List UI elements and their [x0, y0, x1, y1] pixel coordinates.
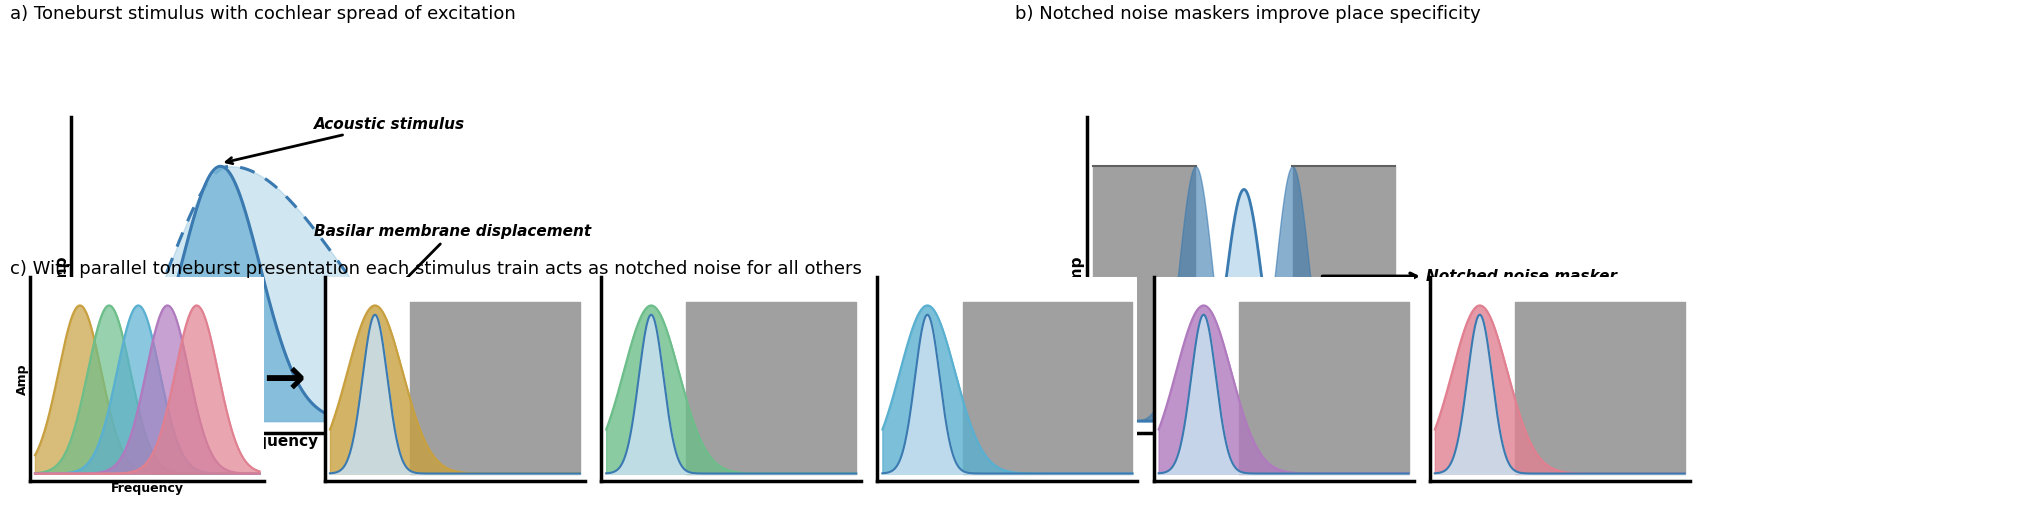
Text: c) With parallel toneburst presentation each stimulus train acts as notched nois: c) With parallel toneburst presentation …: [10, 260, 861, 277]
Text: Notched noise masker: Notched noise masker: [1322, 269, 1616, 284]
Text: b) Notched noise maskers improve place specificity: b) Notched noise maskers improve place s…: [1015, 5, 1480, 23]
X-axis label: Frequency: Frequency: [1200, 434, 1287, 449]
X-axis label: Frequency: Frequency: [229, 434, 319, 449]
X-axis label: Frequency: Frequency: [112, 483, 183, 495]
Y-axis label: Amp: Amp: [16, 363, 28, 395]
Y-axis label: Amp: Amp: [1070, 256, 1084, 294]
Y-axis label: Amp: Amp: [55, 256, 69, 294]
Text: Acoustic stimulus: Acoustic stimulus: [225, 117, 465, 164]
Text: a) Toneburst stimulus with cochlear spread of excitation: a) Toneburst stimulus with cochlear spre…: [10, 5, 516, 23]
Text: low: low: [67, 458, 89, 471]
Text: →: →: [264, 355, 304, 403]
Text: Basilar membrane displacement: Basilar membrane displacement: [315, 224, 591, 330]
Text: high: high: [455, 458, 481, 471]
